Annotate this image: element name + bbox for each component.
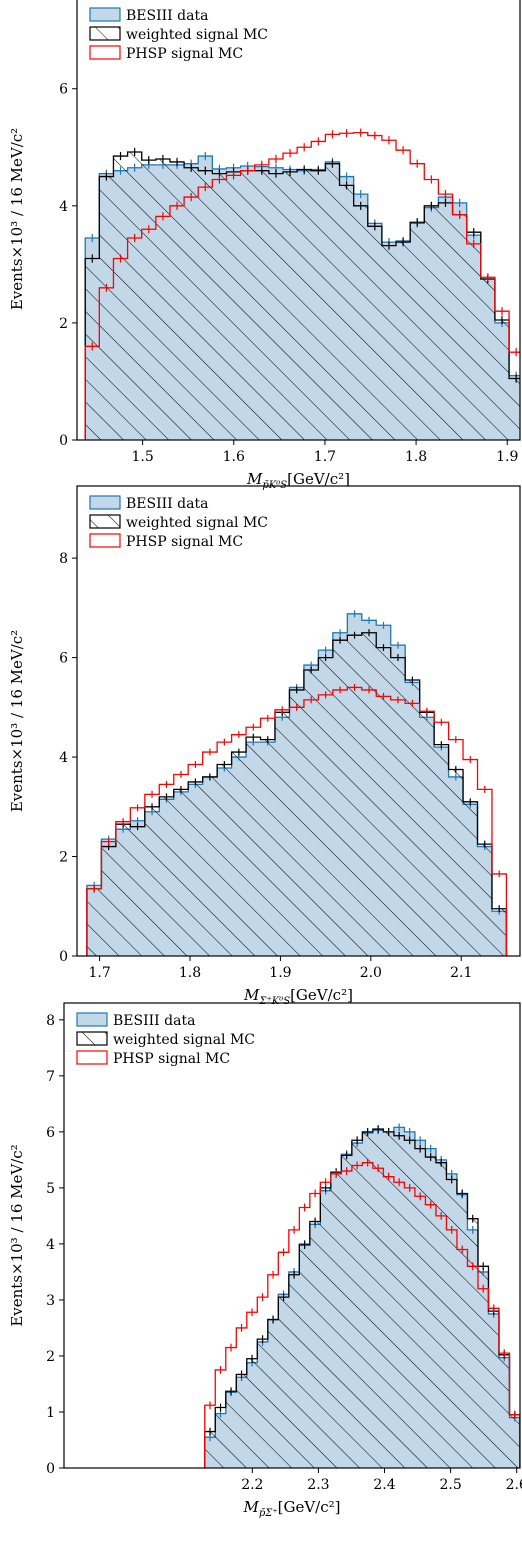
y-tick-label: 8 xyxy=(46,1013,55,1029)
legend-label: BESIII data xyxy=(113,1013,195,1029)
y-tick-label: 7 xyxy=(46,1069,55,1085)
legend-label: weighted signal MC xyxy=(126,515,268,531)
y-tick-label: 5 xyxy=(46,1181,55,1197)
legend: BESIII data weighted signal MC PHSP signal… xyxy=(89,495,268,550)
legend: BESIII data weighted signal MC PHSP signal… xyxy=(89,7,268,62)
panel-1: 1.5 1.6 1.7 1.8 1.9 0 2 4 6 Mp̄K⁰S[GeV/c²] Events×… xyxy=(8,0,521,491)
legend-swatch-phsp-mc xyxy=(76,1050,108,1065)
y-tick-label: 0 xyxy=(46,1461,55,1477)
x-axis-label: Mp̄K⁰S[GeV/c²] xyxy=(246,470,350,491)
y-axis-label: Events×10³ / 16 MeV/c² xyxy=(8,128,26,310)
x-tick-label: 1.7 xyxy=(314,449,336,465)
x-tick-label: 1.9 xyxy=(269,965,291,981)
y-tick-label: 6 xyxy=(59,82,68,98)
legend-swatch-besiii-data xyxy=(89,7,121,22)
legend-label: BESIII data xyxy=(126,496,208,512)
legend-label: PHSP signal MC xyxy=(113,1051,230,1067)
legend-swatch-phsp-mc xyxy=(89,533,121,548)
x-tick-label: 1.8 xyxy=(179,965,201,981)
x-tick-label: 1.8 xyxy=(405,449,427,465)
legend-label: PHSP signal MC xyxy=(126,534,243,550)
panel-3: 2.2 2.3 2.4 2.5 2.6 0 1 2 3 4 5 6 7 8 Mp̄Σ⁺[GeV/c²] Eve… xyxy=(8,1002,522,1519)
weighted-mc-hatch xyxy=(86,632,507,956)
y-tick-label: 0 xyxy=(59,433,68,449)
x-tick-label: 2.2 xyxy=(241,1477,263,1493)
plot-area xyxy=(204,1123,520,1468)
x-tick-label: 1.5 xyxy=(131,449,153,465)
phsp-mc-line xyxy=(204,1162,520,1468)
y-tick-label: 4 xyxy=(59,750,68,766)
legend-swatch-phsp-mc xyxy=(89,45,121,60)
axes-frame xyxy=(76,0,521,441)
y-tick-label: 2 xyxy=(59,316,68,332)
x-tick-label: 2.6 xyxy=(506,1477,522,1493)
legend-swatch-besiii-data xyxy=(89,495,121,510)
y-axis-label: Events×10³ / 16 MeV/c² xyxy=(8,630,26,812)
x-tick-label: 2.5 xyxy=(439,1477,461,1493)
plot-area xyxy=(84,128,520,440)
legend: BESIII data weighted signal MC PHSP signal… xyxy=(76,1012,255,1067)
x-tick-label: 2.4 xyxy=(373,1477,395,1493)
legend-swatch-weighted-mc xyxy=(89,26,121,41)
y-tick-label: 2 xyxy=(59,850,68,866)
legend-label: weighted signal MC xyxy=(113,1032,255,1048)
legend-swatch-weighted-mc xyxy=(76,1031,108,1046)
y-tick-label: 6 xyxy=(59,651,68,667)
panel-2: 1.7 1.8 1.9 2.0 2.1 0 2 4 6 8 MΣ⁺K⁰S[GeV/c²] Events… xyxy=(8,485,521,1007)
axes-frame xyxy=(63,1002,521,1469)
axes-frame xyxy=(76,485,521,957)
legend-label: weighted signal MC xyxy=(126,27,268,43)
phsp-mc-line xyxy=(84,132,520,440)
y-tick-label: 6 xyxy=(46,1125,55,1141)
legend-label: BESIII data xyxy=(126,8,208,24)
x-tick-label: 1.7 xyxy=(88,965,110,981)
x-axis-label: Mp̄Σ⁺[GeV/c²] xyxy=(243,1498,341,1519)
plot-area xyxy=(86,610,508,956)
weighted-mc-hatch xyxy=(204,1129,520,1468)
y-tick-label: 4 xyxy=(59,199,68,215)
x-tick-label: 2.0 xyxy=(360,965,382,981)
x-tick-label: 1.9 xyxy=(496,449,518,465)
x-axis-label: MΣ⁺K⁰S[GeV/c²] xyxy=(243,986,353,1007)
y-tick-label: 1 xyxy=(46,1405,55,1421)
y-tick-label: 2 xyxy=(46,1349,55,1365)
legend-swatch-weighted-mc xyxy=(89,514,121,529)
x-tick-label: 2.1 xyxy=(450,965,472,981)
weighted-mc-outline xyxy=(204,1128,520,1468)
y-tick-label: 3 xyxy=(46,1293,55,1309)
x-tick-label: 2.3 xyxy=(307,1477,329,1493)
weighted-mc-hatch xyxy=(85,151,520,440)
legend-swatch-besiii-data xyxy=(76,1012,108,1027)
x-tick-label: 1.6 xyxy=(223,449,245,465)
y-tick-label: 8 xyxy=(59,551,68,567)
y-axis-label: Events×10³ / 16 MeV/c² xyxy=(8,1144,26,1326)
y-tick-label: 4 xyxy=(46,1237,55,1253)
y-tick-label: 0 xyxy=(59,949,68,965)
legend-label: PHSP signal MC xyxy=(126,46,243,62)
